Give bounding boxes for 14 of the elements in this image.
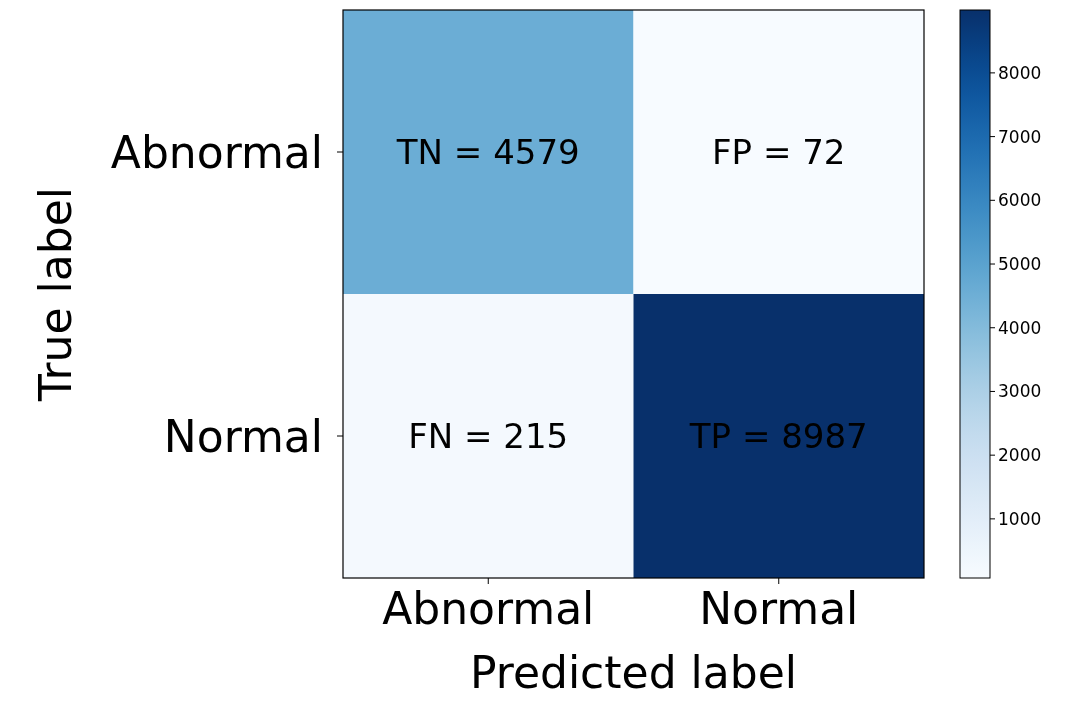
- color-bar-label: 7000: [998, 126, 1042, 147]
- data-label: FP = 72: [712, 132, 846, 172]
- data-label: TP = 8987: [688, 416, 868, 456]
- color-bar-label: 6000: [998, 190, 1042, 211]
- color-bar-label: 1000: [998, 508, 1042, 529]
- color-bar-label: 5000: [998, 254, 1042, 275]
- data-label: TN = 4579: [395, 132, 580, 172]
- x-axis-title: Predicted label: [470, 647, 797, 698]
- color-bar-label: 8000: [998, 62, 1042, 83]
- color-bar-label: 4000: [998, 317, 1042, 338]
- color-bar-label: 3000: [998, 381, 1042, 402]
- color-bar-label: 2000: [998, 445, 1042, 466]
- y-axis-title: True label: [29, 187, 81, 402]
- data-label: FN = 215: [408, 416, 569, 456]
